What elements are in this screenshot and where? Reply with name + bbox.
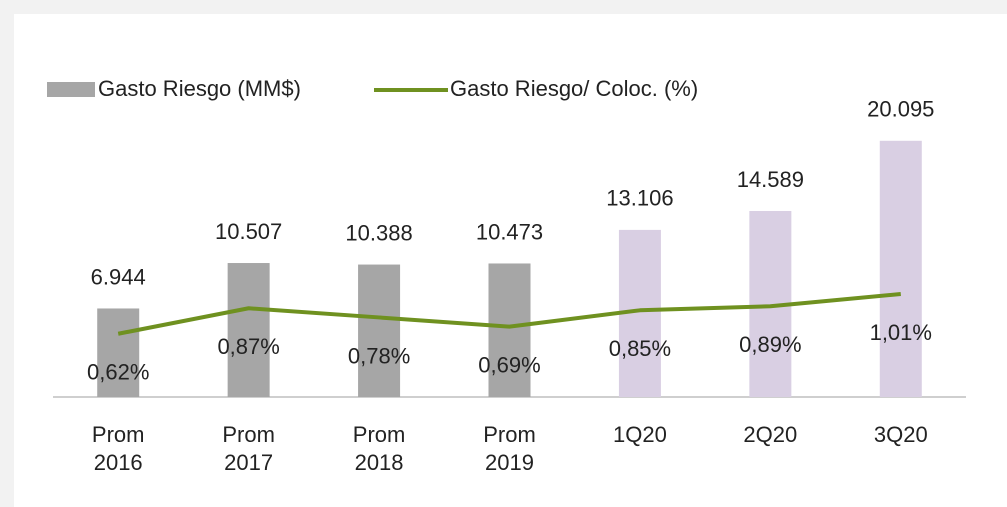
line-value-label: 0,78% bbox=[348, 343, 410, 368]
line-value-label: 0,87% bbox=[217, 334, 279, 359]
bar bbox=[227, 263, 270, 397]
legend-swatch-bar bbox=[47, 82, 95, 97]
bar-value-label: 10.388 bbox=[345, 220, 412, 245]
bar-value-label: 13.106 bbox=[606, 186, 673, 211]
x-tick-label: 3Q20 bbox=[873, 422, 928, 447]
x-tick-label: Prom 2018 bbox=[352, 422, 406, 475]
legend-label: Gasto Riesgo (MM$) bbox=[98, 76, 301, 101]
bar-value-label: 14.589 bbox=[737, 167, 804, 192]
x-tick-label: Prom 2017 bbox=[222, 422, 275, 475]
x-tick-label: Prom 2019 bbox=[483, 422, 536, 475]
line-value-label: 0,69% bbox=[478, 352, 540, 377]
legend-label: Gasto Riesgo/ Coloc. (%) bbox=[450, 76, 698, 101]
bar bbox=[358, 264, 401, 397]
bar bbox=[97, 308, 140, 397]
line bbox=[117, 291, 901, 336]
x-tick-label: 2Q20 bbox=[743, 422, 798, 447]
bar-value-label: 10.507 bbox=[215, 219, 282, 244]
x-tick-label: 1Q20 bbox=[613, 422, 667, 447]
bar-value-label: 20.095 bbox=[867, 97, 934, 122]
bar-value-label: 10.473 bbox=[476, 219, 543, 244]
bar bbox=[879, 140, 922, 397]
line-value-label: 1,01% bbox=[870, 320, 932, 345]
line-value-label: 0,89% bbox=[739, 332, 801, 357]
bar bbox=[488, 263, 531, 397]
line-value-label: 0,85% bbox=[609, 336, 671, 361]
chart-panel bbox=[14, 14, 1007, 507]
x-tick-label: Prom 2016 bbox=[91, 422, 145, 475]
line-value-label: 0,62% bbox=[87, 360, 149, 385]
bar-value-label: 6.944 bbox=[91, 264, 146, 289]
